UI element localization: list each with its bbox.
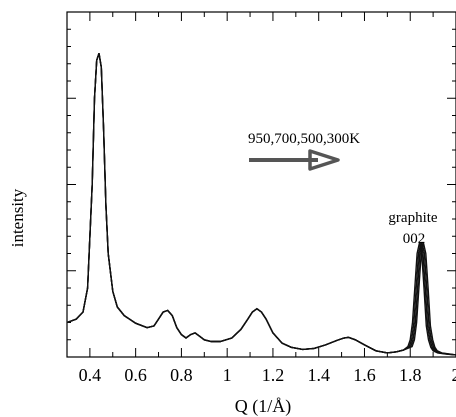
x-tick-label: 0.4 [79,365,102,385]
y-axis-label: intensity [8,188,27,247]
graphite-label: graphite [388,210,437,226]
graphite-002-label: 002 [403,231,426,247]
x-tick-label: 1.4 [307,365,330,385]
x-tick-label: 0.8 [170,365,193,385]
plot-area: 0.4 0.6 0.8 1 1.2 1.4 1.6 1.8 2 [66,11,456,385]
x-axis-label: Q (1/Å) [235,396,292,417]
x-tick-label: 1 [223,365,232,385]
series-line-overlay [66,53,456,356]
x-tick-label: 0.6 [124,365,147,385]
temperature-annotation: 950,700,500,300K [248,131,360,147]
series-line [66,53,456,356]
x-tick-label: 1.6 [353,365,376,385]
series-line-overlay [66,53,456,356]
x-tick-label: 1.2 [262,365,285,385]
plot-frame [66,11,456,358]
x-tick-label: 1.8 [399,365,422,385]
x-tick-label: 2 [452,365,456,385]
series-line-overlay [66,53,456,356]
temperature-arrow-head [308,149,340,171]
